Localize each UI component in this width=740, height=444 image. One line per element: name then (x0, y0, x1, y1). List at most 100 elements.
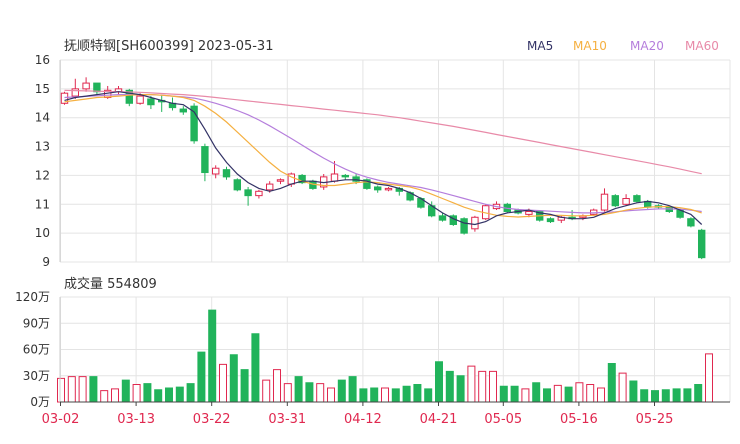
candle-up (60, 91, 69, 105)
volume-bar (694, 384, 703, 403)
volume-bar (543, 388, 551, 403)
price-tick-label: 16 (35, 53, 50, 67)
moving-average-lines (64, 89, 703, 226)
candle-body (190, 105, 198, 142)
candle-down (687, 217, 695, 228)
candle-body (179, 108, 188, 113)
volume-bar (67, 376, 76, 403)
candle-body (136, 95, 144, 104)
volume-bar (143, 383, 152, 403)
volume-bar (337, 379, 346, 403)
candle-body (147, 98, 155, 106)
volume-bar (597, 387, 605, 403)
volume-bar (370, 387, 379, 403)
volume-bar (521, 388, 530, 403)
ma60-line (64, 89, 702, 175)
volume-bar (100, 390, 109, 403)
candle-up (114, 85, 123, 95)
candle-body (633, 195, 641, 202)
candle-body (255, 190, 263, 197)
volume-bar (89, 376, 98, 403)
candle-body (125, 89, 133, 104)
volume-tick-label: 30万 (23, 369, 50, 383)
candle-body (276, 179, 285, 182)
volume-bar (618, 372, 627, 403)
date-tick-label: 04-21 (420, 412, 458, 427)
price-tick-label: 9 (42, 255, 50, 269)
candle-down (93, 82, 101, 95)
candle-down (298, 173, 306, 185)
volume-bar (467, 365, 476, 403)
volume-bar (705, 353, 713, 403)
volume-bar (640, 389, 649, 403)
legend-ma20: MA20 (630, 39, 664, 53)
candle-body (374, 186, 382, 191)
volume-bar (381, 387, 389, 403)
volume-bar (121, 379, 130, 403)
candle-body (363, 179, 371, 189)
volume-bar (661, 389, 670, 403)
volume-bar (586, 384, 595, 403)
volume-bar (499, 385, 508, 403)
candle-up (82, 77, 90, 92)
ma5-line (64, 91, 703, 226)
volume-bar (413, 384, 422, 403)
candle-body (611, 195, 619, 207)
price-tick-label: 15 (35, 82, 50, 96)
volume-bar (435, 361, 443, 403)
volume-bar (186, 383, 195, 403)
candle-body (82, 82, 90, 90)
legend-ma5: MA5 (527, 39, 553, 53)
volume-bar (175, 386, 184, 403)
volume-tick-label: 0万 (30, 395, 50, 409)
candle-down (363, 178, 371, 190)
candle-body (471, 216, 479, 230)
date-tick-label: 05-25 (636, 412, 674, 427)
candle-down (244, 186, 252, 206)
volume-bar (316, 383, 325, 403)
volume-bar (154, 389, 163, 403)
price-tick-label: 11 (35, 197, 50, 211)
date-tick-label: 03-13 (117, 412, 155, 427)
candle-body (698, 229, 706, 259)
volume-bar (208, 309, 217, 403)
candle-body (60, 92, 69, 104)
candle-up (255, 189, 263, 199)
volume-bar (402, 385, 411, 403)
volume-bar (629, 380, 638, 403)
candle-body (600, 193, 609, 211)
volume-bar (165, 387, 173, 403)
candle-body (298, 174, 306, 184)
candle-down (201, 143, 209, 182)
volume-bar (262, 379, 271, 403)
volume-bar (327, 387, 335, 403)
volume-bar (229, 354, 238, 403)
candle-down (222, 166, 231, 180)
volume-bar (672, 388, 681, 403)
candle-down (374, 185, 382, 193)
volume-bar (197, 351, 206, 403)
date-tick-label: 05-05 (484, 412, 522, 427)
volume-bar (219, 363, 227, 403)
candle-body (93, 82, 101, 93)
candle-up (384, 186, 393, 192)
volume-bar (132, 384, 141, 403)
candle-down (190, 103, 198, 144)
volume-bars (57, 309, 713, 403)
volume-bar (456, 375, 465, 403)
volume-title: 成交量 554809 (64, 276, 157, 292)
candle-body (212, 167, 220, 175)
volume-bar (651, 390, 659, 403)
volume-bar (111, 388, 119, 403)
candle-down (460, 217, 468, 235)
volume-bar (553, 384, 562, 403)
candle-down (438, 212, 447, 222)
volume-bar (240, 369, 249, 403)
price-tick-label: 13 (35, 140, 50, 154)
volume-bar (564, 386, 573, 403)
candle-down (698, 228, 706, 260)
candle-body (266, 183, 274, 191)
date-tick-label: 03-22 (193, 412, 231, 427)
candle-body (222, 169, 231, 178)
